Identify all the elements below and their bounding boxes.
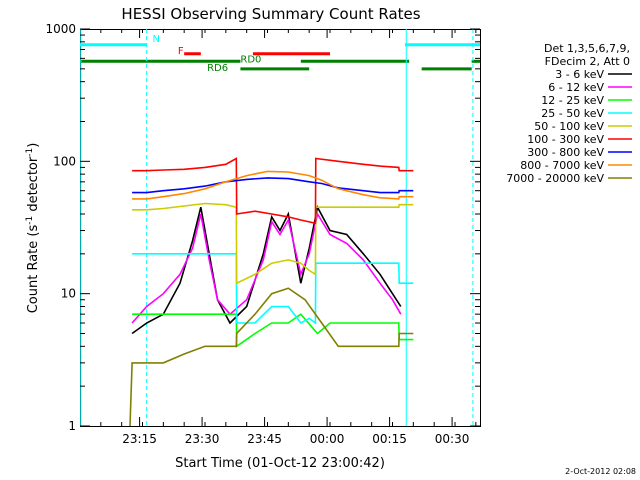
- flag-label: RD0: [240, 54, 261, 65]
- y-tick-label: 100: [53, 154, 76, 168]
- flag-label: N: [153, 34, 160, 45]
- flag-label: F: [178, 46, 184, 57]
- y-axis: 1 10 100 1000: [45, 22, 480, 433]
- legend-header: Det 1,3,5,6,7,9,: [544, 42, 630, 55]
- y-axis-label-sup: -1: [25, 148, 35, 157]
- legend-entry-label: 7000 - 20000 keV: [506, 172, 604, 185]
- chart-title: HESSI Observing Summary Count Rates: [121, 5, 420, 23]
- footer-timestamp: 2-Oct-2012 02:08: [565, 467, 636, 476]
- legend-entry-label: 6 - 12 keV: [548, 81, 604, 94]
- x-axis: 23:15 23:30 23:45 00:00 00:15 00:30: [100, 29, 477, 446]
- y-tick-label: 1: [68, 419, 76, 433]
- flag-bars: [80, 43, 480, 71]
- legend-entry-label: 3 - 6 keV: [555, 68, 604, 81]
- y-axis-label-part: ): [26, 143, 41, 148]
- series-line: [132, 157, 414, 225]
- legend: Det 1,3,5,6,7,9,FDecim 2, Att 03 - 6 keV…: [506, 42, 632, 185]
- x-tick-label: 23:15: [122, 432, 157, 446]
- legend-entry-label: 25 - 50 keV: [541, 107, 604, 120]
- series-line: [132, 313, 414, 348]
- x-axis-label: Start Time (01-Oct-12 23:00:42): [175, 456, 385, 471]
- flag-label: RD6: [207, 63, 228, 74]
- legend-entry-label: 100 - 300 keV: [527, 133, 604, 146]
- x-tick-label: 23:45: [247, 432, 282, 446]
- vertical-markers: [80, 29, 474, 426]
- legend-entry-label: 12 - 25 keV: [541, 94, 604, 107]
- y-tick-label: 1000: [45, 22, 76, 36]
- y-axis-label-part: detector: [26, 156, 41, 216]
- legend-entry-label: 300 - 800 keV: [527, 146, 604, 159]
- series-lines: [129, 157, 414, 427]
- series-line: [132, 202, 414, 285]
- y-axis-label-sup: -1: [25, 216, 35, 225]
- series-line: [132, 253, 414, 325]
- x-tick-label: 00:00: [310, 432, 345, 446]
- series-line: [132, 177, 414, 194]
- series-line: [132, 170, 414, 200]
- legend-entry-label: 800 - 7000 keV: [520, 159, 604, 172]
- y-axis-label-part: Count Rate (s: [26, 225, 41, 314]
- flag-annotations: N F RD0 RD6: [153, 34, 262, 74]
- x-tick-label: 00:30: [435, 432, 470, 446]
- series-line: [131, 211, 402, 324]
- y-tick-label: 10: [61, 287, 76, 301]
- series-line: [129, 287, 414, 427]
- x-tick-label: 23:30: [185, 432, 220, 446]
- series-line: [131, 204, 402, 335]
- legend-entry-label: 50 - 100 keV: [534, 120, 604, 133]
- x-tick-label: 00:15: [372, 432, 407, 446]
- y-axis-label: Count Rate (s-1 detector-1): [25, 143, 41, 314]
- legend-header: FDecim 2, Att 0: [545, 55, 630, 68]
